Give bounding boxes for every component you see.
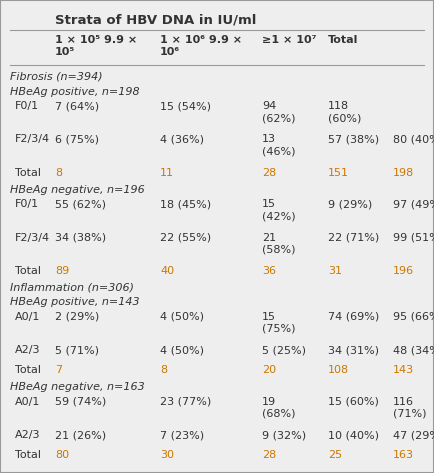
Text: A2/3: A2/3 <box>15 430 40 440</box>
Text: HBeAg negative, n=196: HBeAg negative, n=196 <box>10 184 145 195</box>
Text: 1 × 10⁵ 9.9 ×
10⁵: 1 × 10⁵ 9.9 × 10⁵ <box>55 35 137 57</box>
Text: Strata of HBV DNA in IU/ml: Strata of HBV DNA in IU/ml <box>55 14 256 27</box>
Text: 5 (25%): 5 (25%) <box>262 345 306 355</box>
Text: 151: 151 <box>328 168 349 178</box>
Text: 22 (71%): 22 (71%) <box>328 233 379 243</box>
Text: 2 (29%): 2 (29%) <box>55 312 99 322</box>
Text: 21
(58%): 21 (58%) <box>262 233 296 254</box>
Text: Total: Total <box>15 168 41 178</box>
Text: 15 (60%): 15 (60%) <box>328 397 379 407</box>
Text: A0/1: A0/1 <box>15 397 40 407</box>
Text: HBeAg positive, n=143: HBeAg positive, n=143 <box>10 298 140 307</box>
Text: 55 (62%): 55 (62%) <box>55 199 106 209</box>
Text: Inflammation (n=306): Inflammation (n=306) <box>10 283 134 293</box>
Text: 94
(62%): 94 (62%) <box>262 101 296 123</box>
Text: 6 (75%): 6 (75%) <box>55 134 99 144</box>
Text: 20: 20 <box>262 366 276 376</box>
Text: 196: 196 <box>393 266 414 276</box>
Text: 118
(60%): 118 (60%) <box>328 101 362 123</box>
Text: 4 (36%): 4 (36%) <box>160 134 204 144</box>
Text: F2/3/4: F2/3/4 <box>15 134 50 144</box>
Text: 30: 30 <box>160 450 174 460</box>
Text: 97 (49%): 97 (49%) <box>393 199 434 209</box>
Text: A0/1: A0/1 <box>15 312 40 322</box>
Text: 22 (55%): 22 (55%) <box>160 233 211 243</box>
Text: 13
(46%): 13 (46%) <box>262 134 296 157</box>
Text: 31: 31 <box>328 266 342 276</box>
Text: 80: 80 <box>55 450 69 460</box>
Text: Total: Total <box>15 450 41 460</box>
Text: 4 (50%): 4 (50%) <box>160 312 204 322</box>
Text: 21 (26%): 21 (26%) <box>55 430 106 440</box>
Text: 8: 8 <box>55 168 62 178</box>
Text: 34 (38%): 34 (38%) <box>55 233 106 243</box>
Text: 19
(68%): 19 (68%) <box>262 397 296 419</box>
Text: 10 (40%): 10 (40%) <box>328 430 379 440</box>
Text: 57 (38%): 57 (38%) <box>328 134 379 144</box>
Text: F0/1: F0/1 <box>15 101 39 111</box>
Text: 34 (31%): 34 (31%) <box>328 345 379 355</box>
Text: 47 (29%): 47 (29%) <box>393 430 434 440</box>
Text: 18 (45%): 18 (45%) <box>160 199 211 209</box>
Text: 143: 143 <box>393 366 414 376</box>
Text: 15 (54%): 15 (54%) <box>160 101 211 111</box>
Text: Fibrosis (n=394): Fibrosis (n=394) <box>10 72 102 82</box>
Text: 108: 108 <box>328 366 349 376</box>
Text: 4 (50%): 4 (50%) <box>160 345 204 355</box>
Text: 116
(71%): 116 (71%) <box>393 397 427 419</box>
Text: 15
(75%): 15 (75%) <box>262 312 296 334</box>
Text: 163: 163 <box>393 450 414 460</box>
Text: 11: 11 <box>160 168 174 178</box>
Text: 7: 7 <box>55 366 62 376</box>
Text: 7 (23%): 7 (23%) <box>160 430 204 440</box>
Text: 25: 25 <box>328 450 342 460</box>
Text: F2/3/4: F2/3/4 <box>15 233 50 243</box>
Text: Total: Total <box>15 266 41 276</box>
Text: HBeAg positive, n=198: HBeAg positive, n=198 <box>10 87 140 96</box>
Text: 1 × 10⁶ 9.9 ×
10⁶: 1 × 10⁶ 9.9 × 10⁶ <box>160 35 242 57</box>
Text: 23 (77%): 23 (77%) <box>160 397 211 407</box>
Text: 9 (29%): 9 (29%) <box>328 199 372 209</box>
Text: F0/1: F0/1 <box>15 199 39 209</box>
Text: 7 (64%): 7 (64%) <box>55 101 99 111</box>
Text: 59 (74%): 59 (74%) <box>55 397 106 407</box>
Text: 99 (51%): 99 (51%) <box>393 233 434 243</box>
Text: 28: 28 <box>262 168 276 178</box>
Text: ≥1 × 10⁷: ≥1 × 10⁷ <box>262 35 316 45</box>
Text: 15
(42%): 15 (42%) <box>262 199 296 221</box>
Text: 74 (69%): 74 (69%) <box>328 312 379 322</box>
Text: 80 (40%): 80 (40%) <box>393 134 434 144</box>
Text: 95 (66%): 95 (66%) <box>393 312 434 322</box>
Text: 198: 198 <box>393 168 414 178</box>
Text: 8: 8 <box>160 366 167 376</box>
Text: 28: 28 <box>262 450 276 460</box>
Text: A2/3: A2/3 <box>15 345 40 355</box>
Text: 89: 89 <box>55 266 69 276</box>
Text: 9 (32%): 9 (32%) <box>262 430 306 440</box>
Text: 5 (71%): 5 (71%) <box>55 345 99 355</box>
Text: 48 (34%): 48 (34%) <box>393 345 434 355</box>
Text: 36: 36 <box>262 266 276 276</box>
Text: 40: 40 <box>160 266 174 276</box>
Text: HBeAg negative, n=163: HBeAg negative, n=163 <box>10 382 145 392</box>
Text: Total: Total <box>15 366 41 376</box>
Text: Total: Total <box>328 35 358 45</box>
